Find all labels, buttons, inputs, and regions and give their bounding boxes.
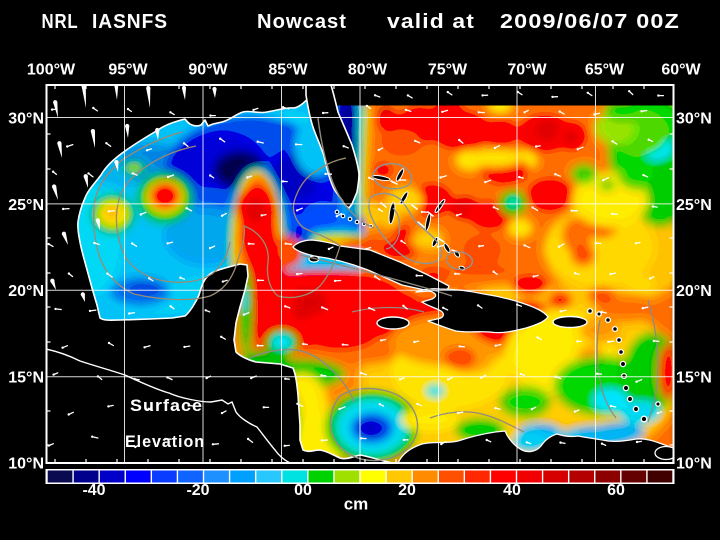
svg-text:30°N: 30°N bbox=[676, 111, 712, 128]
svg-text:Nowcast: Nowcast bbox=[257, 11, 347, 33]
svg-text:20: 20 bbox=[398, 482, 416, 499]
svg-text:85°W: 85°W bbox=[268, 62, 308, 79]
svg-text:cm: cm bbox=[344, 495, 369, 514]
svg-text:valid at: valid at bbox=[387, 11, 475, 33]
svg-text:10°N: 10°N bbox=[676, 456, 712, 473]
svg-text:70°W: 70°W bbox=[507, 62, 547, 79]
svg-text:30°N: 30°N bbox=[8, 111, 44, 128]
svg-text:15°N: 15°N bbox=[676, 370, 712, 387]
svg-text:2009/06/07 00Z: 2009/06/07 00Z bbox=[500, 11, 680, 33]
svg-text:80°W: 80°W bbox=[348, 62, 388, 79]
svg-text:60: 60 bbox=[607, 482, 625, 499]
svg-text:00: 00 bbox=[294, 482, 312, 499]
svg-text:25°N: 25°N bbox=[8, 197, 44, 214]
svg-text:15°N: 15°N bbox=[8, 370, 44, 387]
svg-text:NRL: NRL bbox=[42, 11, 79, 33]
svg-text:10°N: 10°N bbox=[8, 456, 44, 473]
svg-text:Surface: Surface bbox=[130, 396, 203, 415]
svg-text:65°W: 65°W bbox=[585, 62, 625, 79]
svg-text:20°N: 20°N bbox=[8, 283, 44, 300]
svg-text:-40: -40 bbox=[82, 482, 105, 499]
svg-text:95°W: 95°W bbox=[108, 62, 148, 79]
svg-text:IASNFS: IASNFS bbox=[92, 11, 168, 33]
svg-text:100°W: 100°W bbox=[27, 62, 76, 79]
svg-text:20°N: 20°N bbox=[676, 283, 712, 300]
svg-text:40: 40 bbox=[503, 482, 521, 499]
svg-text:Elevation: Elevation bbox=[125, 432, 205, 451]
svg-text:-20: -20 bbox=[186, 482, 209, 499]
svg-text:25°N: 25°N bbox=[676, 197, 712, 214]
svg-text:75°W: 75°W bbox=[428, 62, 468, 79]
svg-text:60°W: 60°W bbox=[661, 62, 701, 79]
svg-text:90°W: 90°W bbox=[188, 62, 228, 79]
